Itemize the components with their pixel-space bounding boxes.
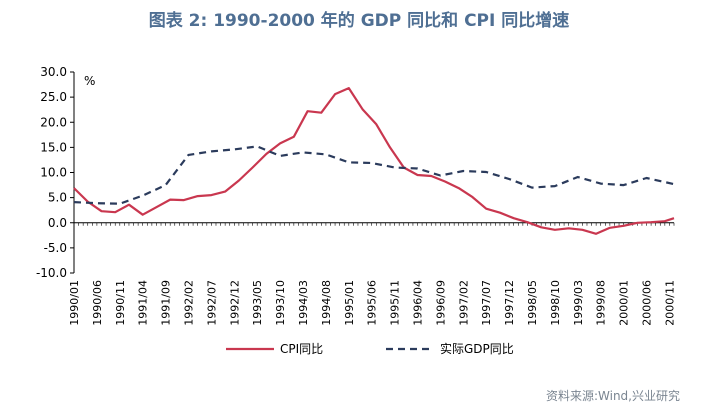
x-tick-label: 1991/04 bbox=[137, 280, 150, 326]
x-tick-label: 1999/08 bbox=[595, 280, 608, 326]
source-note: 资料来源:Wind,兴业研究 bbox=[545, 389, 680, 403]
series-lines bbox=[73, 86, 675, 235]
y-axis-unit-label: % bbox=[84, 74, 95, 88]
x-tick-label: 1993/10 bbox=[274, 280, 287, 326]
legend: CPI同比 实际GDP同比 bbox=[226, 341, 514, 356]
x-tick-label: 2000/06 bbox=[641, 280, 654, 326]
x-tick-label: 1999/03 bbox=[572, 280, 585, 326]
x-tick-label: 1996/09 bbox=[434, 280, 447, 326]
x-tick-label: 1998/05 bbox=[526, 280, 539, 326]
y-tick-label: 25.0 bbox=[40, 90, 67, 104]
x-tick-label: 1994/03 bbox=[297, 280, 310, 326]
x-tick-label: 1995/11 bbox=[389, 280, 402, 326]
x-tick-label: 1995/01 bbox=[343, 280, 356, 326]
x-tick-label: 1997/02 bbox=[457, 280, 470, 326]
y-tick-label: 20.0 bbox=[40, 115, 67, 129]
x-tick-label: 1998/10 bbox=[549, 280, 562, 326]
x-tick-label: 1990/11 bbox=[114, 280, 127, 326]
legend-label: 实际GDP同比 bbox=[440, 341, 514, 356]
x-tick-label: 1992/07 bbox=[205, 280, 218, 326]
x-tick-label: 1992/02 bbox=[183, 280, 196, 326]
y-tick-label: 10.0 bbox=[40, 166, 67, 180]
x-tick-label: 1996/04 bbox=[412, 280, 425, 326]
y-tick-label: 5.0 bbox=[48, 191, 67, 205]
x-tick-label: 1993/05 bbox=[251, 280, 264, 326]
x-tick-label: 2000/01 bbox=[618, 280, 631, 326]
x-tick-label: 1995/06 bbox=[366, 280, 379, 326]
x-tick-label: 1990/06 bbox=[91, 280, 104, 326]
x-tick-label: 1994/08 bbox=[320, 280, 333, 326]
x-tick-label: 1990/01 bbox=[68, 280, 81, 326]
y-tick-label: -5.0 bbox=[44, 241, 67, 255]
y-tick-label: 15.0 bbox=[40, 140, 67, 154]
x-tick-label: 1991/09 bbox=[160, 280, 173, 326]
chart-title: 图表 2: 1990-2000 年的 GDP 同比和 CPI 同比增速 bbox=[148, 11, 570, 31]
cpi-yoy-line bbox=[73, 86, 675, 235]
legend-label: CPI同比 bbox=[280, 342, 323, 356]
axes: 30.0 25.0 20.0 15.0 10.0 5.0 0.0 -5.0 -10.0% 1990… bbox=[36, 65, 676, 326]
y-tick-label: 0.0 bbox=[48, 216, 67, 230]
y-tick-label: -10.0 bbox=[36, 266, 67, 280]
x-tick-label: 2000/11 bbox=[663, 280, 676, 326]
y-tick-label: 30.0 bbox=[40, 65, 67, 79]
x-tick-label: 1992/12 bbox=[228, 280, 241, 326]
x-tick-label: 1997/07 bbox=[480, 280, 493, 326]
x-tick-label: 1997/12 bbox=[503, 280, 516, 326]
real-gdp-yoy-line bbox=[73, 145, 675, 205]
